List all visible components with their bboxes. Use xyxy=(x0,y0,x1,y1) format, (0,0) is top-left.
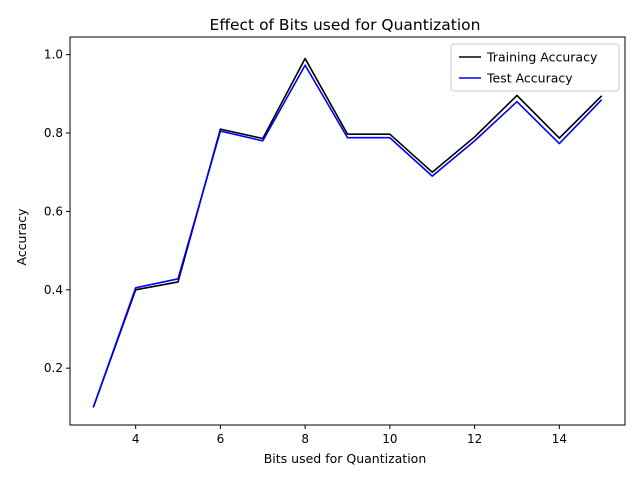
x-tick-label: 4 xyxy=(132,432,140,446)
y-axis-label: Accuracy xyxy=(14,208,29,266)
legend-box xyxy=(450,43,620,92)
series-lines xyxy=(92,57,603,408)
x-axis: 4 6 8 10 12 14 xyxy=(132,425,567,446)
y-tick-label: 0.6 xyxy=(44,204,63,218)
x-tick-label: 12 xyxy=(467,432,482,446)
legend-label-test-accuracy: Test Accuracy xyxy=(486,71,573,86)
test-accuracy-line xyxy=(92,64,603,408)
y-tick-label: 1.0 xyxy=(44,48,63,62)
x-axis-label: Bits used for Quantization xyxy=(264,451,427,466)
y-axis: 0.2 0.4 0.6 0.8 1.0 xyxy=(44,48,70,375)
x-tick-label: 8 xyxy=(301,432,309,446)
plot-area xyxy=(69,36,626,426)
training-accuracy-line xyxy=(92,57,603,408)
y-tick-label: 0.2 xyxy=(44,361,63,375)
axes-frame xyxy=(69,36,626,426)
x-tick-label: 10 xyxy=(382,432,397,446)
y-tick-label: 0.8 xyxy=(44,126,63,140)
y-tick-label: 0.4 xyxy=(44,283,63,297)
legend-label-training-accuracy: Training Accuracy xyxy=(486,50,598,65)
x-tick-label: 14 xyxy=(552,432,567,446)
legend: Training Accuracy Test Accuracy xyxy=(450,43,620,92)
x-tick-label: 6 xyxy=(217,432,225,446)
chart-title: Effect of Bits used for Quantization xyxy=(210,16,481,34)
